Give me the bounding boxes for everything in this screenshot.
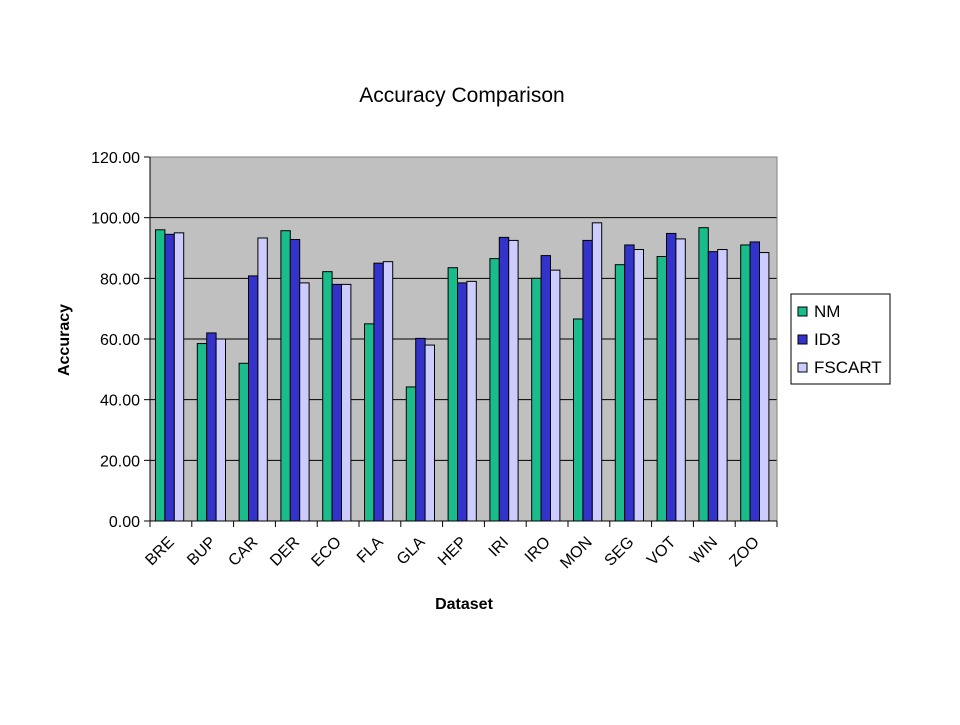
x-category-label: GLA [394, 534, 429, 569]
bar-fscart-iri [508, 239, 519, 522]
bar-fscart-eco [341, 283, 352, 522]
bar-fscart-win [717, 249, 728, 522]
bar-id3-bup [206, 332, 217, 522]
chart-title: Accuracy Comparison [359, 84, 564, 107]
x-category-label: FLA [354, 534, 387, 567]
y-tick-label: 120.00 [91, 150, 140, 167]
legend-label-id3: ID3 [814, 330, 840, 349]
x-category-label: BUP [184, 534, 219, 569]
bar-id3-zoo [749, 241, 760, 522]
x-category-label: WIN [687, 534, 721, 568]
bar-nm-zoo [740, 244, 751, 522]
x-category-label: MON [557, 534, 595, 572]
bar-fscart-mon [591, 222, 603, 522]
x-category-label: ECO [308, 534, 345, 571]
bar-id3-hep [457, 282, 468, 522]
bar-id3-eco [331, 283, 343, 522]
bar-nm-win [698, 227, 709, 522]
bar-nm-car [238, 362, 250, 522]
x-category-label: HEP [435, 534, 470, 569]
bar-fscart-vot [675, 238, 686, 522]
bar-nm-iro [531, 277, 542, 522]
bar-id3-bre [164, 233, 175, 522]
bar-fscart-car [257, 237, 268, 522]
bar-id3-seg [624, 244, 635, 522]
y-tick-label: 0.00 [109, 514, 140, 531]
legend-label-nm: NM [814, 302, 840, 321]
legend: NM ID3 FSCART [790, 293, 891, 385]
bar-fscart-zoo [759, 252, 770, 522]
x-category-label: CAR [225, 534, 261, 570]
x-axis-title: Dataset [435, 596, 493, 613]
y-tick-label: 80.00 [100, 271, 140, 288]
legend-swatch-id3 [797, 334, 808, 345]
bar-id3-vot [666, 232, 677, 522]
bar-id3-iro [540, 255, 551, 522]
bar-nm-eco [322, 271, 333, 522]
bar-nm-vot [656, 255, 667, 522]
x-category-label: IRI [486, 534, 512, 560]
bar-id3-car [248, 275, 259, 522]
bar-fscart-bup [215, 338, 227, 522]
bar-id3-mon [582, 239, 593, 522]
bar-id3-der [289, 239, 301, 522]
bar-nm-bre [155, 229, 166, 522]
x-category-label: DER [267, 534, 303, 570]
bar-id3-iri [498, 236, 510, 522]
bar-nm-der [280, 230, 291, 522]
bar-fscart-hep [466, 280, 477, 522]
legend-swatch-fscart [797, 362, 808, 373]
legend-swatch-nm [797, 306, 808, 317]
bar-nm-bup [196, 343, 208, 522]
plot-area: 0.00 20.00 40.00 60.00 80.00 100.00 120.00 BRE B… [91, 150, 778, 572]
legend-label-fscart: FSCART [814, 358, 882, 377]
bar-nm-iri [489, 258, 500, 522]
x-category-label: VOT [644, 534, 679, 569]
bar-fscart-fla [382, 261, 394, 522]
bar-id3-fla [373, 262, 384, 522]
x-category-label: BRE [142, 534, 177, 569]
x-category-label: SEG [602, 534, 638, 570]
bar-nm-gla [405, 386, 417, 522]
y-tick-label: 100.00 [91, 211, 140, 228]
bar-nm-fla [364, 323, 375, 522]
y-tick-label: 60.00 [100, 332, 140, 349]
bar-fscart-seg [633, 249, 644, 522]
bar-fscart-der [299, 282, 310, 522]
x-category-label: ZOO [726, 534, 763, 571]
y-axis-title: Accuracy [56, 304, 73, 376]
bar-id3-gla [415, 337, 426, 522]
y-tick-label: 20.00 [100, 453, 140, 470]
bar-fscart-gla [424, 344, 436, 522]
bar-nm-hep [447, 267, 459, 522]
bar-nm-seg [614, 264, 626, 522]
x-category-label: IRO [522, 534, 554, 566]
bar-nm-mon [573, 318, 584, 522]
bar-id3-win [707, 251, 719, 522]
bar-fscart-iro [550, 269, 561, 522]
bar-fscart-bre [173, 232, 185, 522]
y-tick-label: 40.00 [100, 393, 140, 410]
